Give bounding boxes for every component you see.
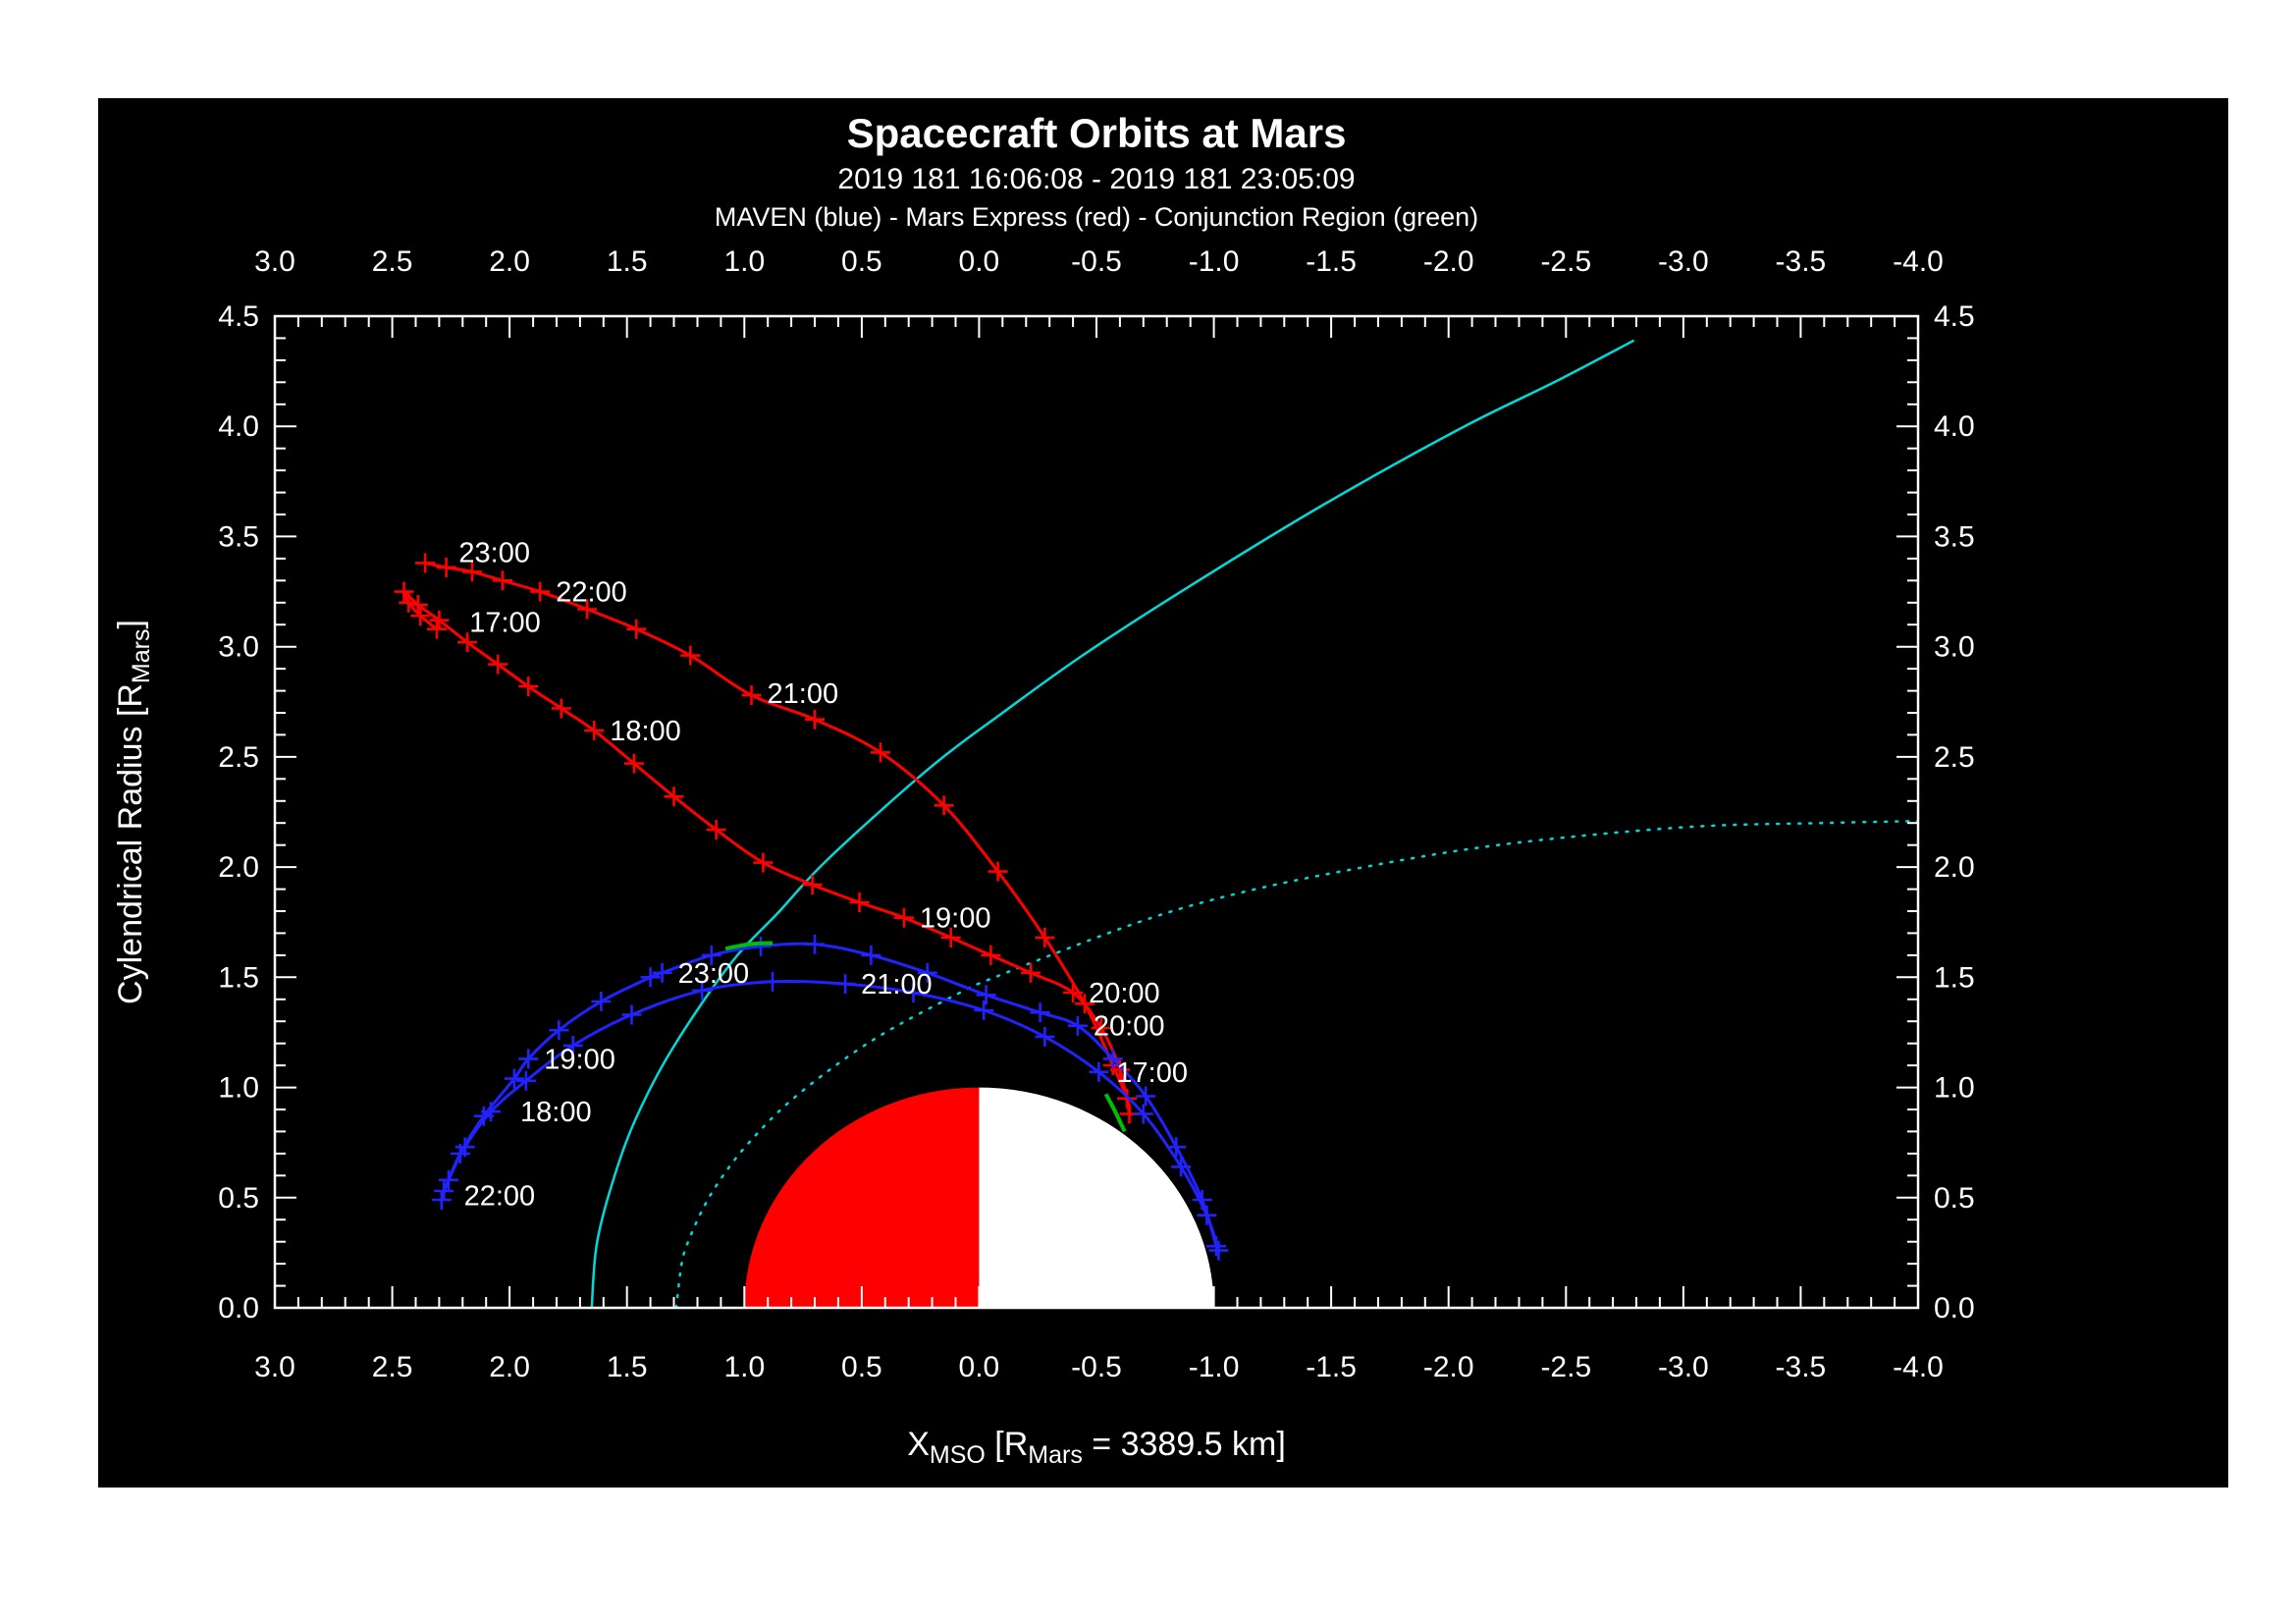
chart-legend-line: MAVEN (blue) - Mars Express (red) - Conj… [715,202,1478,232]
maven-time-label: 18:00 [520,1097,592,1128]
chart-subtitle: 2019 181 16:06:08 - 2019 181 23:05:09 [837,163,1355,195]
y-tick-label-right: 1.0 [1934,1072,1975,1105]
mars-left-half [744,1087,980,1308]
y-tick-label-right: 4.0 [1934,410,1975,443]
conjunction-path [724,941,774,951]
x-tick-label-bottom: -3.0 [1658,1351,1709,1383]
orbit-plot-svg: Spacecraft Orbits at Mars 2019 181 16:06… [112,110,1975,1469]
x-tick-label-top: -1.0 [1189,245,1240,278]
y-tick-label-left: 0.5 [218,1182,259,1215]
maven-time-label: 19:00 [544,1044,615,1075]
mars-express-time-label: 20:00 [1089,978,1160,1009]
x-tick-label-top: 2.0 [489,245,530,278]
maven-time-label: 22:00 [464,1181,536,1213]
x-tick-label-bottom: 1.5 [607,1351,648,1383]
bow-shock-curve [590,339,1635,1308]
x-tick-label-bottom: 2.5 [372,1351,413,1383]
x-tick-label-top: -3.0 [1658,245,1709,278]
y-tick-label-right: 0.0 [1934,1292,1975,1325]
x-tick-label-top: 2.5 [372,245,413,278]
x-tick-label-top: -4.0 [1893,245,1944,278]
maven-time-label: 23:00 [678,958,750,990]
mars-express-time-label: 22:00 [556,577,627,609]
x-tick-label-top: 0.5 [841,245,882,278]
x-tick-label-bottom: -4.0 [1893,1351,1944,1383]
chart-title: Spacecraft Orbits at Mars [847,110,1347,156]
magnetopause-path [674,819,1918,1308]
bow-shock-path [590,339,1635,1308]
y-axis-title: Cylendrical Radius [RMars] [112,620,155,1004]
x-tick-label-top: -0.5 [1071,245,1122,278]
y-tick-label-right: 2.5 [1934,741,1975,774]
y-tick-label-left: 1.0 [218,1072,259,1105]
maven-curve [431,934,1229,1261]
mars-express-time-label: 21:00 [768,678,839,710]
maven-time-label: 21:00 [861,969,933,1001]
mars-express-time-label: 17:00 [469,608,541,639]
y-tick-label-left: 1.5 [218,961,259,994]
x-tick-label-top: 1.0 [723,245,765,278]
x-tick-label-bottom: -3.5 [1776,1351,1827,1383]
y-tick-label-left: 2.5 [218,741,259,774]
x-tick-label-bottom: -2.0 [1423,1351,1474,1383]
y-tick-label-right: 3.5 [1934,520,1975,553]
x-tick-label-bottom: 2.0 [489,1351,530,1383]
mars-express-path [401,561,1132,1117]
y-tick-label-left: 3.5 [218,520,259,553]
y-tick-label-left: 3.0 [218,631,259,664]
maven-time-label: 20:00 [1094,1011,1165,1043]
maven-time-label: 17:00 [1116,1057,1188,1089]
x-tick-label-bottom: 1.0 [723,1351,765,1383]
y-tick-label-right: 3.0 [1934,631,1975,664]
y-tick-label-right: 2.0 [1934,851,1975,884]
figure: Spacecraft Orbits at Mars 2019 181 16:06… [98,98,2228,1488]
x-tick-label-top: 1.5 [607,245,648,278]
x-tick-label-top: -1.5 [1306,245,1357,278]
x-axis-title: XMSO [RMars = 3389.5 km] [907,1426,1286,1469]
conjunction-path [1103,1093,1127,1133]
x-tick-label-top: 0.0 [959,245,1000,278]
mars-disc [744,1087,1214,1308]
x-tick-label-bottom: -0.5 [1071,1351,1122,1383]
x-tick-label-bottom: -1.5 [1306,1351,1357,1383]
magnetopause-curve [674,819,1918,1308]
y-tick-label-right: 1.5 [1934,961,1975,994]
x-tick-label-top: -2.5 [1540,245,1591,278]
x-tick-label-bottom: -1.0 [1189,1351,1240,1383]
y-tick-label-left: 0.0 [218,1292,259,1325]
maven-markers [434,934,1226,1257]
mars-express-time-label: 19:00 [920,903,991,935]
x-tick-label-bottom: 0.5 [841,1351,882,1383]
mars-express-time-label: 23:00 [458,537,530,568]
x-tick-label-top: -3.5 [1776,245,1827,278]
y-tick-label-left: 2.0 [218,851,259,884]
mars-right-half [979,1087,1214,1308]
mars-express-time-label: 18:00 [610,716,681,747]
axis-ticks [274,315,1919,1309]
x-tick-label-top: -2.0 [1423,245,1474,278]
maven-path [442,942,1218,1247]
mars-express-markers [394,553,1140,1124]
x-tick-label-bottom: -2.5 [1540,1351,1591,1383]
x-tick-label-bottom: 3.0 [254,1351,295,1383]
mars-express-curve [394,553,1140,1124]
y-tick-label-right: 0.5 [1934,1182,1975,1215]
plot-render-root: 23:00 22:00 17:00 18:00 21:00 19:00 20:00 23:00… [218,245,1974,1383]
conjunction-curve [724,941,1127,1133]
x-tick-label-top: 3.0 [254,245,295,278]
y-tick-label-left: 4.0 [218,410,259,443]
y-tick-label-right: 4.5 [1934,300,1975,333]
y-tick-label-left: 4.5 [218,300,259,333]
x-tick-label-bottom: 0.0 [959,1351,1000,1383]
